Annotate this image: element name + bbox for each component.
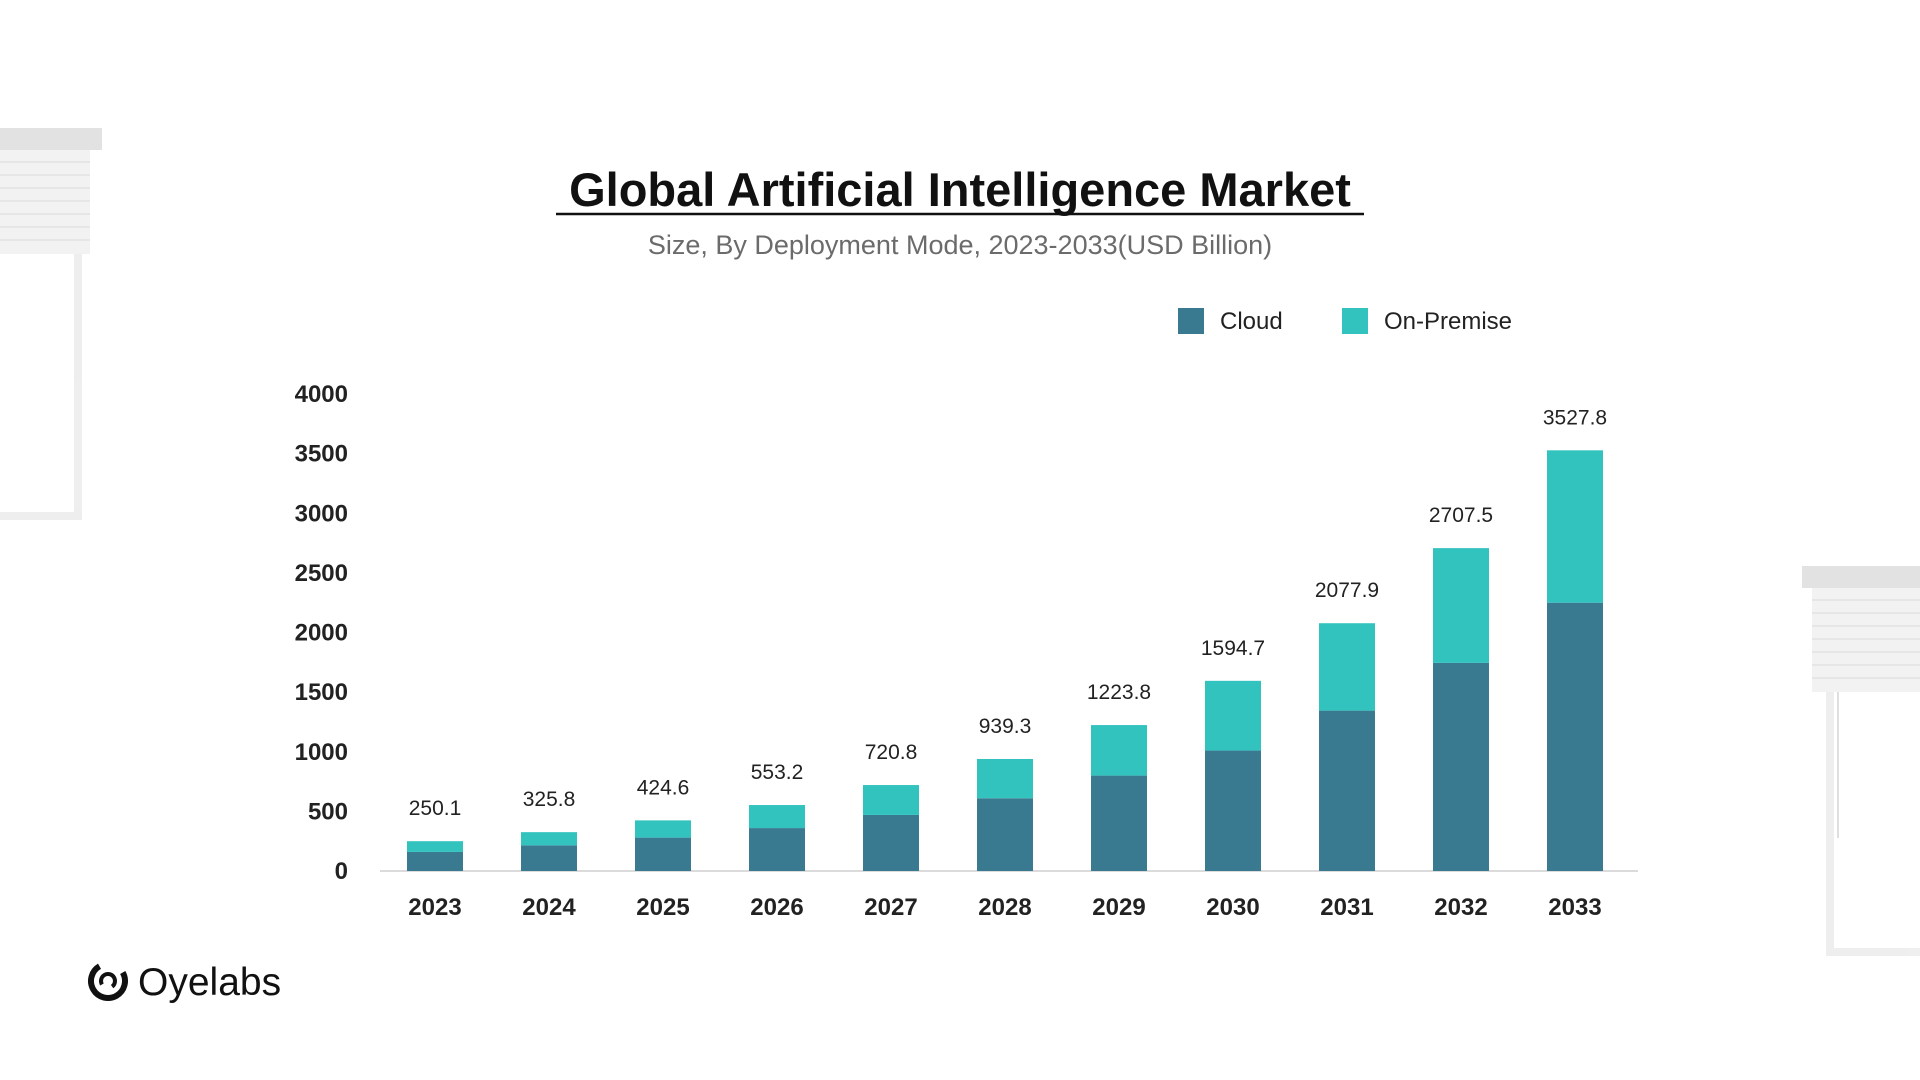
bar-segment-cloud bbox=[407, 851, 463, 871]
y-tick-label: 1000 bbox=[295, 739, 348, 766]
y-axis: 0 500 1000 1500 2000 2500 3000 3500 4000 bbox=[295, 381, 348, 885]
chart-legend: Cloud On-Premise bbox=[1178, 308, 1512, 335]
bar-total-label: 939.3 bbox=[979, 715, 1032, 738]
bar-total-label: 2077.9 bbox=[1315, 579, 1379, 602]
bar-segment-on-premise bbox=[863, 785, 919, 815]
bar-segment-on-premise bbox=[977, 758, 1033, 799]
bar-segment-on-premise bbox=[635, 820, 691, 838]
brand-logo: Oyelabs bbox=[88, 961, 281, 1004]
bar-segment-cloud bbox=[521, 845, 577, 871]
x-tick-label: 2024 bbox=[522, 894, 576, 921]
bar-segment-cloud bbox=[1547, 602, 1603, 871]
x-tick-label: 2023 bbox=[408, 894, 461, 921]
bar-segment-cloud bbox=[1433, 662, 1489, 871]
bar-total-label: 1223.8 bbox=[1087, 681, 1151, 704]
x-tick-label: 2031 bbox=[1320, 894, 1373, 921]
y-tick-label: 3000 bbox=[295, 500, 348, 527]
y-tick-label: 2500 bbox=[295, 560, 348, 587]
y-tick-label: 4000 bbox=[295, 381, 348, 408]
x-tick-label: 2030 bbox=[1206, 894, 1259, 921]
bar-total-label: 424.6 bbox=[637, 776, 690, 799]
bar-total-label: 250.1 bbox=[409, 797, 462, 820]
chart-subtitle: Size, By Deployment Mode, 2023-2033(USD … bbox=[648, 230, 1272, 260]
bar-segment-cloud bbox=[1091, 775, 1147, 871]
bar-segment-cloud bbox=[863, 814, 919, 871]
y-tick-label: 500 bbox=[308, 798, 348, 825]
y-tick-label: 1500 bbox=[295, 679, 348, 706]
legend-label-cloud: Cloud bbox=[1220, 308, 1283, 335]
x-tick-label: 2025 bbox=[636, 894, 689, 921]
bar-segment-cloud bbox=[635, 837, 691, 871]
bars-group bbox=[407, 450, 1603, 871]
decorative-window-left bbox=[0, 128, 102, 520]
chart-title: Global Artificial Intelligence Market bbox=[569, 163, 1351, 216]
bar-segment-on-premise bbox=[1433, 548, 1489, 663]
brand-name: Oyelabs bbox=[138, 961, 281, 1004]
x-tick-label: 2028 bbox=[978, 894, 1031, 921]
y-tick-label: 3500 bbox=[295, 441, 348, 468]
x-axis: 2023 2024 2025 2026 2027 2028 2029 2030 2031 2032… bbox=[408, 894, 1601, 921]
bar-total-label: 3527.8 bbox=[1543, 406, 1607, 429]
bar-segment-on-premise bbox=[749, 805, 805, 829]
x-tick-label: 2026 bbox=[750, 894, 803, 921]
x-tick-label: 2032 bbox=[1434, 894, 1487, 921]
value-labels-group: 250.1 325.8 424.6 553.2 720.8 939.3 1223.8 1594… bbox=[409, 406, 1607, 820]
bar-segment-on-premise bbox=[521, 832, 577, 846]
legend-label-on-premise: On-Premise bbox=[1384, 308, 1512, 335]
y-tick-label: 2000 bbox=[295, 620, 348, 647]
bar-total-label: 1594.7 bbox=[1201, 637, 1265, 660]
x-tick-label: 2029 bbox=[1092, 894, 1145, 921]
bar-total-label: 325.8 bbox=[523, 788, 576, 811]
bar-segment-cloud bbox=[977, 798, 1033, 871]
bar-segment-on-premise bbox=[1319, 623, 1375, 711]
bar-segment-on-premise bbox=[1091, 725, 1147, 776]
oyelabs-ring-icon bbox=[88, 961, 128, 1001]
bar-segment-on-premise bbox=[1547, 450, 1603, 603]
bar-total-label: 553.2 bbox=[751, 761, 804, 784]
legend-swatch-cloud bbox=[1178, 308, 1204, 334]
bar-segment-cloud bbox=[1319, 710, 1375, 871]
bar-segment-cloud bbox=[1205, 750, 1261, 871]
bar-total-label: 2707.5 bbox=[1429, 504, 1493, 527]
x-tick-label: 2027 bbox=[864, 894, 917, 921]
y-tick-label: 0 bbox=[335, 858, 348, 885]
bar-segment-on-premise bbox=[407, 841, 463, 852]
bar-segment-on-premise bbox=[1205, 680, 1261, 751]
bar-segment-cloud bbox=[749, 828, 805, 871]
bar-total-label: 720.8 bbox=[865, 741, 918, 764]
x-tick-label: 2033 bbox=[1548, 894, 1601, 921]
legend-swatch-on-premise bbox=[1342, 308, 1368, 334]
decorative-window-right bbox=[1802, 566, 1920, 956]
